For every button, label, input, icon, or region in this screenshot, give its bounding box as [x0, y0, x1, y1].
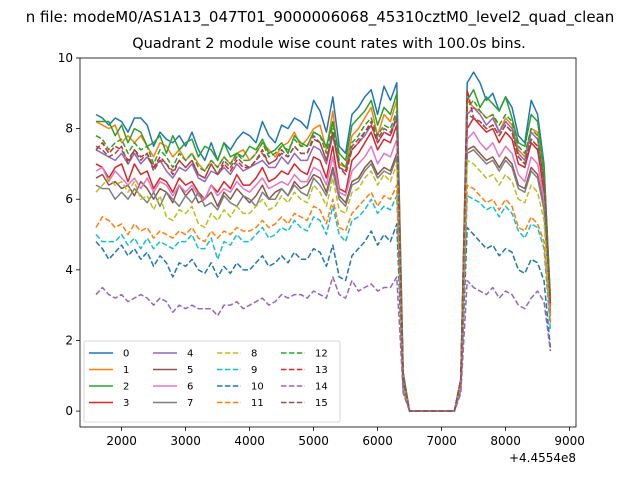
legend-label-14: 14	[315, 382, 328, 393]
y-tick-label: 2	[65, 333, 73, 347]
x-offset-label: +4.4554e8	[509, 451, 576, 465]
series-line-5	[95, 145, 552, 412]
series-line-4	[95, 106, 552, 412]
series-line-15	[95, 113, 552, 412]
y-tick-label: 4	[65, 263, 73, 277]
legend-label-4: 4	[187, 349, 193, 360]
y-tick-label: 10	[58, 51, 73, 65]
legend-label-3: 3	[123, 398, 129, 409]
series-line-6	[95, 131, 552, 412]
legend-label-0: 0	[123, 349, 129, 360]
legend-label-6: 6	[187, 382, 193, 393]
x-tick-label: 4000	[234, 434, 265, 448]
x-tick-label: 8000	[490, 434, 521, 448]
y-tick-label: 6	[65, 192, 73, 206]
legend-label-1: 1	[123, 365, 129, 376]
legend-box	[83, 340, 341, 423]
legend-label-5: 5	[187, 365, 193, 376]
series-line-10	[95, 223, 552, 412]
series-line-7	[95, 149, 552, 412]
series-line-14	[95, 276, 552, 412]
legend-label-13: 13	[315, 365, 328, 376]
chart-title: Quadrant 2 module wise count rates with …	[132, 36, 526, 52]
legend-label-8: 8	[251, 349, 257, 360]
y-tick-label: 8	[65, 122, 73, 136]
series-line-2	[96, 89, 552, 412]
axes-frame	[79, 57, 577, 428]
legend-label-10: 10	[251, 382, 264, 393]
series-line-8	[95, 159, 552, 412]
series-line-0	[95, 71, 552, 412]
series-line-11	[95, 184, 552, 412]
legend-label-7: 7	[187, 398, 193, 409]
x-tick-label: 2000	[106, 434, 137, 448]
x-tick-label: 6000	[362, 434, 393, 448]
x-tick-label: 9000	[554, 434, 585, 448]
y-tick-label: 0	[65, 404, 73, 418]
legend-label-15: 15	[315, 398, 328, 409]
x-tick-label: 5000	[298, 434, 329, 448]
series-lines	[95, 71, 552, 412]
legend-label-12: 12	[315, 349, 328, 360]
x-tick-label: 7000	[426, 434, 457, 448]
series-line-12	[95, 99, 552, 412]
axes: 2000 3000 4000 5000 6000 7000 8000 90000246810+…	[58, 51, 585, 465]
series-line-9	[95, 194, 552, 412]
legend-label-9: 9	[251, 365, 257, 376]
legend-label-2: 2	[123, 382, 129, 393]
legend-label-11: 11	[251, 398, 264, 409]
figure-suptitle: n file: modeM0/AS1A13_047T01_9000006068_…	[25, 8, 615, 26]
x-tick-label: 3000	[170, 434, 201, 448]
